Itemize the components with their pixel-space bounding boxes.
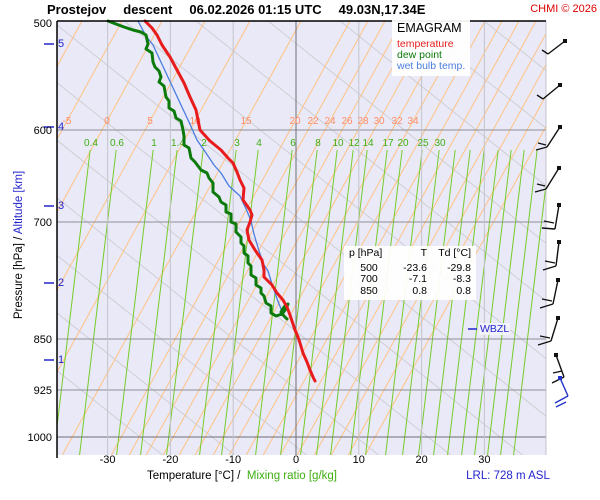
plot-background [57,21,546,455]
wind-barb [534,166,561,193]
cell-td-850: 0.8 [456,284,471,297]
lrl-annotation: LRL: 728 m ASL [466,470,550,482]
wind-barb [537,316,560,346]
station-name: Prostejov [47,2,107,17]
grid-line-families [57,21,546,455]
legend-item-wet-bulb: wet bulb temp. [397,60,466,72]
mixing-ratio-value-label: 1 [151,138,157,149]
legend-item-temperature: temperature [397,38,454,50]
curve-dew-point [106,19,290,321]
cell-p-850: 850 [360,284,378,297]
adiabat-value-label: 20 [289,116,301,127]
mixing-ratio-value-label: 3 [234,138,240,149]
mixing-ratio-value-label: 6 [290,138,296,149]
legend-item-dew-point: dew point [397,49,442,61]
cell-t-850: 0.8 [412,284,427,297]
col-header-temperature: T [420,247,427,259]
wind-barb [541,39,567,55]
x-axis-label: Temperature [°C] / Mixing ratio [g/kg] [147,470,337,482]
table-header-row: p [hPa] T Td [°C] [349,247,471,260]
mixing-ratio-value-label: 17 [382,138,394,149]
adiabat-value-label: 15 [240,116,252,127]
x-axis-label-mixing-ratio: Mixing ratio [g/kg] [246,470,337,482]
wind-barb [536,83,562,100]
wind-barb [535,125,562,151]
mixing-ratio-value-label: 20 [397,138,409,149]
sounding-mode: descent [123,2,173,17]
adiabat-value-label: 26 [341,116,353,127]
mixing-ratio-value-label: 1.4 [171,138,185,149]
copyright-notice: CHMI © 2026 [530,3,597,15]
adiabat-value-label: 5 [147,116,153,127]
wind-barb [539,278,560,309]
curve-temperature [143,19,317,383]
mixing-ratio-value-label: 8 [315,138,321,149]
table-row: 850 0.8 0.8 [349,284,471,298]
cell-t-700: -7.1 [408,273,427,285]
adiabat-value-label: -5 [63,116,72,127]
adiabat-value-label: 30 [373,116,385,127]
adiabat-value-label: 32 [391,116,403,127]
adiabat-value-label: 28 [357,116,369,127]
mixing-ratio-value-label: 14 [362,138,374,149]
adiabat-value-label: 0 [104,116,110,127]
station-coordinates: 49.03N,17.34E [338,2,426,17]
x-axis-label-separator: / [237,470,241,482]
mixing-ratio-value-label: 12 [348,138,360,149]
legend: EMAGRAM temperature dew point wet bulb t… [392,18,471,76]
y-axis-label: Pressure [hPa] / Altitude [km] [13,130,25,360]
adiabat-value-label: 24 [324,116,336,127]
y-axis-label-pressure: Pressure [hPa] [13,243,25,320]
legend-title: EMAGRAM [397,21,462,35]
wind-barb [542,240,561,271]
col-header-pressure: p [hPa] [349,247,383,259]
adiabat-value-label: 10 [189,116,201,127]
mixing-ratio-value-label: 10 [332,138,344,149]
page-title: Prostejov descent 06.02.2026 01:15 UTC 4… [47,2,425,17]
mixing-ratio-value-label: 25 [417,138,429,149]
table-row: 700 -7.1 -8.3 [349,273,471,286]
cell-p-700: 700 [360,273,378,285]
col-header-dewpoint: Td [°C] [438,247,471,259]
cell-td-700: -8.3 [452,273,471,285]
y-axis-label-separator: / [13,236,25,240]
mixing-ratio-value-label: 0.4 [84,138,98,149]
mixing-ratio-value-label: 30 [434,138,446,149]
wbzl-annotation: WBZL [479,323,511,335]
wind-barb [554,376,569,408]
mixing-ratio-value-label: 4 [256,138,262,149]
y-axis-label-altitude: Altitude [km] [13,170,25,235]
table-row: 500 -23.6 -29.8 [349,261,471,275]
sounding-datetime: 06.02.2026 01:15 UTC [189,2,322,17]
x-axis-label-temperature: Temperature [°C] [147,470,235,482]
wind-barb [541,203,561,230]
mixing-ratio-value-label: 0.6 [110,138,124,149]
adiabat-value-label: 22 [307,116,319,127]
cell-p-500: 500 [360,261,378,274]
level-readings-table: p [hPa] T Td [°C] 500 -23.6 -29.8 700 -7… [344,246,476,300]
adiabat-value-label: 34 [407,116,419,127]
curve-wet-bulb-temp- [137,20,285,317]
mixing-ratio-value-label: 2 [201,138,207,149]
cell-t-500: -23.6 [403,261,427,274]
cell-td-500: -29.8 [447,261,471,274]
